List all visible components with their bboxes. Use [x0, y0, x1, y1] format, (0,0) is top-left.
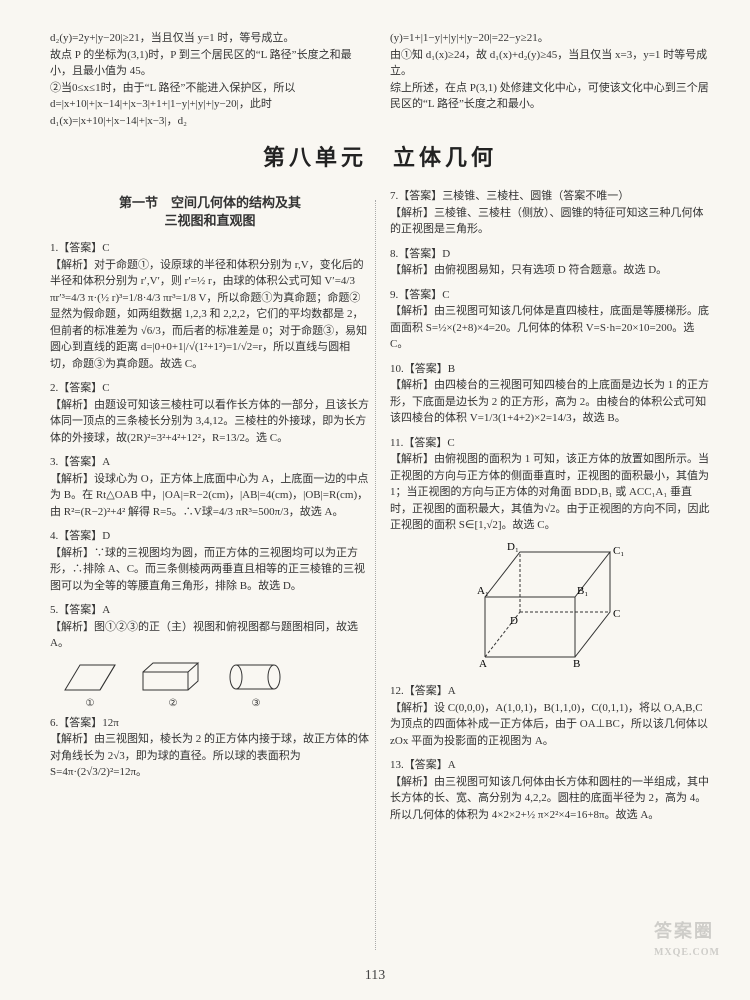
- shape-label: ③: [252, 698, 261, 709]
- top-continuation: d₂(y)=2y+|y−20|≥21，当且仅当 y=1 时，等号成立。 故点 P…: [50, 30, 710, 129]
- shape-row: ① ② ③: [60, 660, 370, 711]
- label-A1: A₁: [477, 585, 489, 597]
- answer-line: 13.【答案】A: [390, 757, 710, 774]
- cube-figure: A B C D A₁ B₁ C₁ D₁: [390, 542, 710, 678]
- top-right: (y)=1+|1−y|+|y|+|y−20|=22−y≥21。 由①知 d₁(x…: [390, 30, 710, 129]
- explanation: 【解析】由俯视图的面积为 1 可知，该正方体的放置如图所示。当正视图的方向与正方…: [390, 451, 710, 534]
- explanation: 【解析】由三视图可知该几何体是直四棱柱，底面是等腰梯形。底面面积 S=½×(2+…: [390, 303, 710, 353]
- q9: 9.【答案】C 【解析】由三视图可知该几何体是直四棱柱，底面是等腰梯形。底面面积…: [390, 287, 710, 353]
- page-number: 113: [0, 965, 750, 986]
- label-B1: B₁: [577, 585, 588, 597]
- shape-2: ②: [138, 660, 208, 711]
- q1: 1.【答案】C 【解析】对于命题①，设原球的半径和体积分别为 r,V，变化后的半…: [50, 240, 370, 372]
- rect-prism-icon: [138, 660, 208, 694]
- q4: 4.【答案】D 【解析】∵球的三视图均为圆，而正方体的三视图均可以为正方形，∴排…: [50, 528, 370, 594]
- q3: 3.【答案】A 【解析】设球心为 O，正方体上底面中心为 A，上底面一边的中点为…: [50, 454, 370, 520]
- explanation: 【解析】∵球的三视图均为圆，而正方体的三视图均可以为正方形，∴排除 A、C。而三…: [50, 545, 370, 595]
- answer-line: 5.【答案】A: [50, 602, 370, 619]
- q12: 12.【答案】A 【解析】设 C(0,0,0)，A(1,0,1)，B(1,1,0…: [390, 683, 710, 749]
- q7: 7.【答案】三棱锥、三棱柱、圆锥（答案不唯一） 【解析】三棱锥、三棱柱（侧放）、…: [390, 188, 710, 238]
- unit-title: 第八单元 立体几何: [50, 141, 710, 174]
- section-title-line2: 三视图和直观图: [164, 213, 255, 228]
- explanation: 【解析】由三视图可知该几何体由长方体和圆柱的一半组成，其中长方体的长、宽、高分别…: [390, 774, 710, 824]
- label-A: A: [479, 658, 487, 670]
- answer-line: 3.【答案】A: [50, 454, 370, 471]
- explanation: 【解析】由三视图知，棱长为 2 的正方体内接于球，故正方体的体对角线长为 2√3…: [50, 731, 370, 781]
- section-title: 第一节 空间几何体的结构及其 三视图和直观图: [50, 194, 370, 230]
- q10: 10.【答案】B 【解析】由四棱台的三视图可知四棱台的上底面是边长为 1 的正方…: [390, 361, 710, 427]
- section-title-line1: 第一节 空间几何体的结构及其: [119, 195, 301, 210]
- answer-line: 12.【答案】A: [390, 683, 710, 700]
- text-line: 故点 P 的坐标为(3,1)时，P 到三个居民区的“L 路径”长度之和最小，且最…: [50, 47, 370, 80]
- answer-line: 2.【答案】C: [50, 380, 370, 397]
- text-line: d₂(y)=2y+|y−20|≥21，当且仅当 y=1 时，等号成立。: [50, 30, 370, 47]
- right-column: 7.【答案】三棱锥、三棱柱、圆锥（答案不唯一） 【解析】三棱锥、三棱柱（侧放）、…: [390, 188, 710, 831]
- answer-line: 7.【答案】三棱锥、三棱柱、圆锥（答案不唯一）: [390, 188, 710, 205]
- text-line: (y)=1+|1−y|+|y|+|y−20|=22−y≥21。: [390, 30, 710, 47]
- triangular-prism-icon: [60, 660, 120, 694]
- q2: 2.【答案】C 【解析】由题设可知该三棱柱可以看作长方体的一部分，且该长方体同一…: [50, 380, 370, 446]
- watermark: 答案圈 MXQE.COM: [654, 918, 720, 960]
- shape-label: ①: [86, 698, 95, 709]
- q13: 13.【答案】A 【解析】由三视图可知该几何体由长方体和圆柱的一半组成，其中长方…: [390, 757, 710, 823]
- answer-line: 10.【答案】B: [390, 361, 710, 378]
- explanation: 【解析】由俯视图易知，只有选项 D 符合题意。故选 D。: [390, 262, 710, 279]
- label-D: D: [510, 615, 518, 627]
- text-line: 由①知 d₁(x)≥24，故 d₁(x)+d₂(y)≥45，当且仅当 x=3，y…: [390, 47, 710, 80]
- explanation: 【解析】设 C(0,0,0)，A(1,0,1)，B(1,1,0)，C(0,1,1…: [390, 700, 710, 750]
- shape-3: ③: [226, 660, 286, 711]
- cylinder-icon: [226, 660, 286, 694]
- watermark-main: 答案圈: [654, 921, 714, 941]
- label-D1: D₁: [507, 542, 519, 553]
- text-line: ②当0≤x≤1时，由于“L 路径”不能进入保护区，所以 d=|x+10|+|x−…: [50, 80, 370, 130]
- explanation: 【解析】由题设可知该三棱柱可以看作长方体的一部分，且该长方体同一顶点的三条棱长分…: [50, 397, 370, 447]
- column-divider: [375, 200, 376, 950]
- explanation: 【解析】图①②③的正（主）视图和俯视图都与题图相同，故选 A。: [50, 619, 370, 652]
- cube-diagram-icon: A B C D A₁ B₁ C₁ D₁: [465, 542, 635, 672]
- q8: 8.【答案】D 【解析】由俯视图易知，只有选项 D 符合题意。故选 D。: [390, 246, 710, 279]
- answer-line: 11.【答案】C: [390, 435, 710, 452]
- answer-line: 4.【答案】D: [50, 528, 370, 545]
- answer-line: 9.【答案】C: [390, 287, 710, 304]
- explanation: 【解析】由四棱台的三视图可知四棱台的上底面是边长为 1 的正方形，下底面是边长为…: [390, 377, 710, 427]
- shape-label: ②: [169, 698, 178, 709]
- q5: 5.【答案】A 【解析】图①②③的正（主）视图和俯视图都与题图相同，故选 A。: [50, 602, 370, 652]
- answer-line: 8.【答案】D: [390, 246, 710, 263]
- top-left: d₂(y)=2y+|y−20|≥21，当且仅当 y=1 时，等号成立。 故点 P…: [50, 30, 370, 129]
- answer-line: 1.【答案】C: [50, 240, 370, 257]
- left-column: 第一节 空间几何体的结构及其 三视图和直观图 1.【答案】C 【解析】对于命题①…: [50, 188, 370, 831]
- label-C: C: [613, 608, 620, 620]
- q6: 6.【答案】12π 【解析】由三视图知，棱长为 2 的正方体内接于球，故正方体的…: [50, 715, 370, 781]
- explanation: 【解析】对于命题①，设原球的半径和体积分别为 r,V，变化后的半径和体积分别为 …: [50, 257, 370, 373]
- main-columns: 第一节 空间几何体的结构及其 三视图和直观图 1.【答案】C 【解析】对于命题①…: [50, 188, 710, 831]
- shape-1: ①: [60, 660, 120, 711]
- explanation: 【解析】三棱锥、三棱柱（侧放）、圆锥的特征可知这三种几何体的正视图是三角形。: [390, 205, 710, 238]
- label-C1: C₁: [613, 545, 624, 557]
- answer-line: 6.【答案】12π: [50, 715, 370, 732]
- q11: 11.【答案】C 【解析】由俯视图的面积为 1 可知，该正方体的放置如图所示。当…: [390, 435, 710, 534]
- explanation: 【解析】设球心为 O，正方体上底面中心为 A，上底面一边的中点为 B。在 Rt△…: [50, 471, 370, 521]
- label-B: B: [573, 658, 580, 670]
- text-line: 综上所述，在点 P(3,1) 处修建文化中心，可使该文化中心到三个居民区的“L …: [390, 80, 710, 113]
- watermark-sub: MXQE.COM: [654, 945, 720, 960]
- textbook-page: d₂(y)=2y+|y−20|≥21，当且仅当 y=1 时，等号成立。 故点 P…: [0, 0, 750, 1000]
